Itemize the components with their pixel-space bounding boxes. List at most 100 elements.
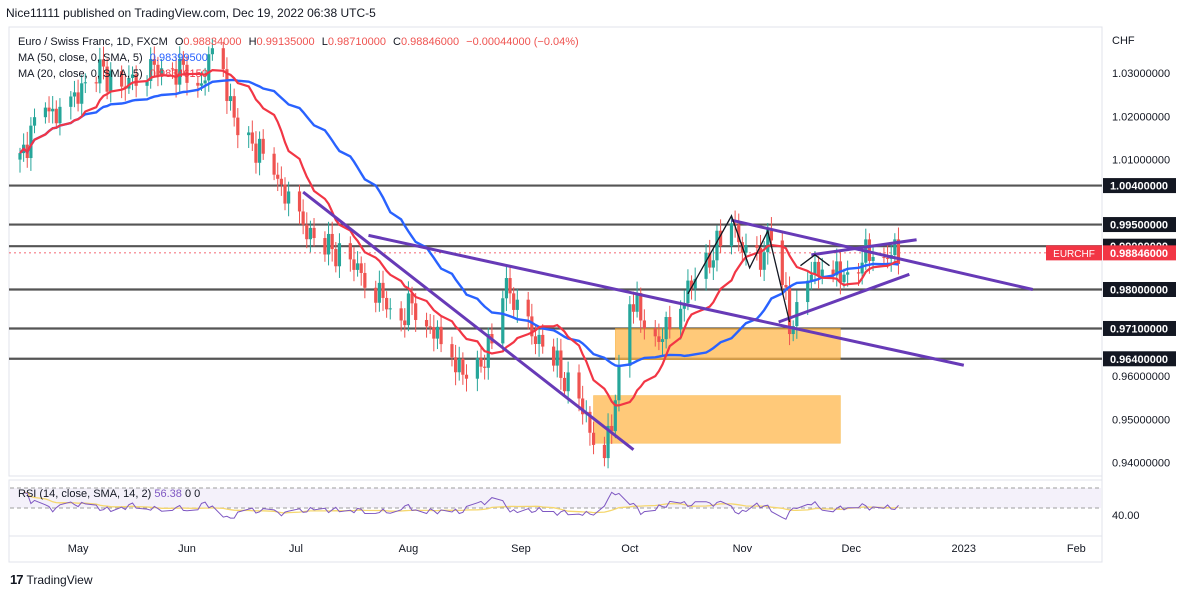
candle-body [323, 238, 327, 255]
level-tag-text-3: 0.98000000 [1110, 285, 1168, 297]
trendline-triangle-top [811, 238, 917, 257]
ma20-legend[interactable]: MA (20, close, 0, SMA, 5) 0.98346150 [18, 68, 212, 80]
candle-body [566, 372, 570, 392]
open-label: O [174, 36, 184, 48]
candle-body [72, 92, 77, 97]
candle-body [737, 224, 741, 243]
candle-body [261, 138, 265, 154]
candle-body [272, 153, 276, 175]
price-axis: 1.004000000.995000000.990000000.98000000… [1046, 68, 1176, 470]
candle-body [98, 59, 102, 84]
candle-body [744, 245, 748, 253]
candle-body [806, 280, 810, 303]
candle-body [29, 125, 33, 159]
candle-body [127, 77, 131, 89]
double-top-pattern [687, 214, 791, 323]
level-tag-text-0: 1.00400000 [1110, 181, 1168, 193]
candle-body [831, 269, 835, 276]
level-tag-4 [1103, 320, 1176, 336]
candle-body [305, 224, 309, 240]
candle-body [399, 308, 403, 321]
candle-body [145, 80, 149, 86]
ma20-label: MA (20, close, 0, SMA, 5) [18, 68, 143, 80]
footer-brand[interactable]: 17 TradingView [10, 572, 93, 587]
demand-zone-upper [615, 328, 841, 360]
candle-body [668, 317, 672, 330]
level-tag-1 [1103, 217, 1176, 233]
ma20-value: 0.98346150 [149, 68, 208, 80]
candle-body [199, 83, 204, 86]
candle-body [326, 233, 331, 255]
candle-body [729, 223, 734, 247]
candle-body [635, 293, 639, 312]
candle-body [718, 230, 723, 247]
candle-body [406, 293, 411, 326]
symbol-tag [1046, 245, 1102, 261]
candle-body [221, 48, 225, 70]
rsi-band [10, 488, 1101, 508]
price-tag [1103, 245, 1176, 261]
candle-body [820, 269, 824, 277]
candle-body [250, 132, 254, 144]
x-tick-5: Oct [621, 543, 638, 555]
candle-body [43, 107, 48, 118]
candle-body [715, 230, 719, 261]
candle-body [120, 71, 124, 87]
y-tick-1: 1.02000000 [1112, 111, 1170, 123]
candle-body [428, 326, 432, 328]
candle-body [501, 298, 505, 344]
candle-body [896, 239, 901, 265]
candle-body [733, 223, 737, 225]
candle-body [842, 274, 846, 283]
y-tick-4: 0.95000000 [1112, 414, 1170, 426]
x-tick-1: Jun [178, 543, 196, 555]
candle-body [297, 191, 302, 212]
y-tick-5: 0.94000000 [1112, 458, 1170, 470]
candle-body [337, 243, 342, 267]
rsi-legend[interactable]: RSI (14, close, SMA, 14, 2) 56.38 0 0 [18, 488, 200, 500]
candle-body [181, 58, 185, 65]
candle-body [170, 68, 175, 70]
candle-body [893, 239, 897, 256]
candle-body [885, 257, 890, 259]
candle-body [152, 59, 156, 65]
x-tick-2: Jul [289, 543, 303, 555]
candle-body [203, 80, 207, 84]
candle-body [225, 69, 229, 102]
candle-body [156, 64, 160, 77]
candle-body [359, 263, 363, 273]
axis-unit-label: CHF [1112, 35, 1135, 47]
candle-body [432, 327, 436, 339]
candle-body [435, 326, 440, 339]
candle-body [301, 211, 305, 225]
y-tick-2: 1.01000000 [1112, 155, 1170, 167]
candle-body [660, 339, 665, 342]
level-tag-5 [1103, 351, 1176, 367]
x-tick-6: Nov [733, 543, 753, 555]
rsi-ma-line [23, 491, 899, 514]
candle-body [207, 54, 211, 81]
candle-body [784, 285, 788, 288]
candle-body [537, 334, 541, 345]
candle-body [512, 293, 516, 310]
open-value: 0.98834000 [183, 36, 242, 48]
candle-body [813, 261, 817, 275]
candle-body [689, 280, 694, 289]
change-value: −0.00044000 (−0.04%) [466, 36, 579, 48]
price-tag-text: 0.98846000 [1110, 248, 1168, 260]
candle-body [657, 336, 661, 342]
main-legend[interactable]: Euro / Swiss Franc, 1D, FXCM O0.98834000… [18, 36, 583, 48]
symbol-label: Euro / Swiss Franc, 1D, FXCM [18, 36, 168, 48]
candle-body [159, 68, 164, 77]
level-tag-text-5: 0.96400000 [1110, 354, 1168, 366]
ma50-legend[interactable]: MA (50, close, 0, SMA, 5) 0.98399500 [18, 52, 212, 64]
candle-body [464, 374, 469, 379]
trendline-fall [302, 190, 635, 451]
rsi-value: 56.38 [154, 488, 182, 500]
candle-body [352, 259, 356, 270]
candle-body [588, 411, 592, 433]
candle-body [355, 263, 360, 270]
candle-body [780, 240, 784, 286]
candle-body [257, 138, 262, 163]
